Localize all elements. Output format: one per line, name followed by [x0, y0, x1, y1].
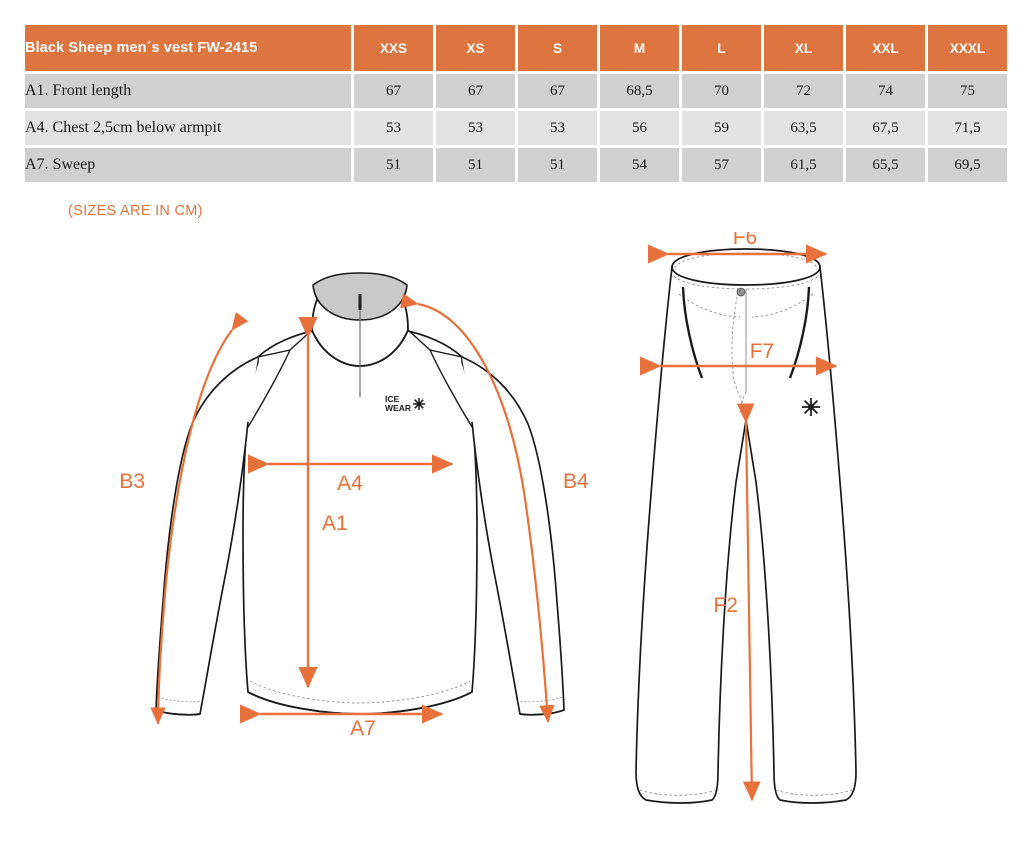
brand-line-1: ICE: [385, 394, 400, 404]
measurement-label: A4. Chest 2,5cm below armpit: [25, 111, 351, 145]
size-header-l: L: [682, 25, 761, 71]
snowflake-icon: [802, 398, 820, 416]
measurement-value: 74: [846, 74, 925, 108]
measurement-value: 67: [518, 74, 597, 108]
size-header-m: M: [600, 25, 679, 71]
measurement-label-a1: A1: [322, 512, 348, 535]
garment-illustrations: ICE WEAR A4 A1 A7 B3 B4: [0, 232, 1032, 850]
size-header-xl: XL: [764, 25, 843, 71]
measurement-arrow-f2: [736, 403, 761, 802]
units-caption: (SIZES ARE IN CM): [68, 203, 203, 219]
size-header-xxxl: XXXL: [928, 25, 1007, 71]
measurement-value: 69,5: [928, 148, 1007, 182]
measurement-value: 71,5: [928, 111, 1007, 145]
brand-line-2: WEAR: [385, 403, 411, 413]
measurement-label: A1. Front length: [25, 74, 351, 108]
measurement-value: 51: [436, 148, 515, 182]
size-header-xs: XS: [436, 25, 515, 71]
measurement-value: 65,5: [846, 148, 925, 182]
table-header-row: Black Sheep men´s vest FW-2415 XXS XS S …: [25, 25, 1007, 71]
measurement-value: 75: [928, 74, 1007, 108]
measurement-value: 67,5: [846, 111, 925, 145]
table-row: A4. Chest 2,5cm below armpit 53 53 53 56…: [25, 111, 1007, 145]
measurement-label-a4: A4: [337, 472, 363, 495]
measurement-value: 63,5: [764, 111, 843, 145]
measurement-value: 59: [682, 111, 761, 145]
measurement-value: 53: [354, 111, 433, 145]
trousers-right-hem-stitch: [775, 789, 853, 796]
snowflake-icon: [413, 398, 425, 410]
trousers-fly-stitch: [731, 291, 747, 409]
measurement-value: 72: [764, 74, 843, 108]
measurement-value: 67: [354, 74, 433, 108]
measurement-value: 54: [600, 148, 679, 182]
table-row: A7. Sweep 51 51 51 54 57 61,5 65,5 69,5: [25, 148, 1007, 182]
table-row: A1. Front length 67 67 67 68,5 70 72 74 …: [25, 74, 1007, 108]
size-chart-table: Black Sheep men´s vest FW-2415 XXS XS S …: [22, 22, 1010, 185]
measurement-value: 68,5: [600, 74, 679, 108]
size-header-s: S: [518, 25, 597, 71]
trousers-waist-button: [736, 287, 746, 297]
measurement-value: 57: [682, 148, 761, 182]
pullover-illustration: ICE WEAR A4 A1 A7 B3 B4: [119, 272, 589, 740]
measurement-value: 51: [518, 148, 597, 182]
measurement-value: 67: [436, 74, 515, 108]
measurement-label: A7. Sweep: [25, 148, 351, 182]
measurement-arrow-b4: [400, 293, 555, 723]
measurement-value: 51: [354, 148, 433, 182]
pullover-left-raglan-seam: [247, 349, 291, 428]
measurement-label-f7: F7: [750, 340, 775, 363]
measurement-label-b4: B4: [563, 470, 589, 493]
size-header-xxl: XXL: [846, 25, 925, 71]
measurement-label-b3: B3: [119, 470, 145, 493]
trousers-crotch-stitch: [739, 391, 747, 413]
measurement-value: 70: [682, 74, 761, 108]
trousers-illustration: F6 F7 F2: [635, 232, 857, 804]
measurement-arrow-b3: [150, 312, 249, 725]
measurement-label-f6: F6: [733, 232, 758, 249]
measurement-value: 53: [518, 111, 597, 145]
trousers-left-hem-stitch: [639, 789, 717, 796]
measurement-value: 56: [600, 111, 679, 145]
measurement-value: 61,5: [764, 148, 843, 182]
measurement-label-a7: A7: [350, 717, 376, 740]
measurement-label-f2: F2: [713, 594, 738, 617]
size-header-xxs: XXS: [354, 25, 433, 71]
product-title-header: Black Sheep men´s vest FW-2415: [25, 25, 351, 71]
measurement-value: 53: [436, 111, 515, 145]
